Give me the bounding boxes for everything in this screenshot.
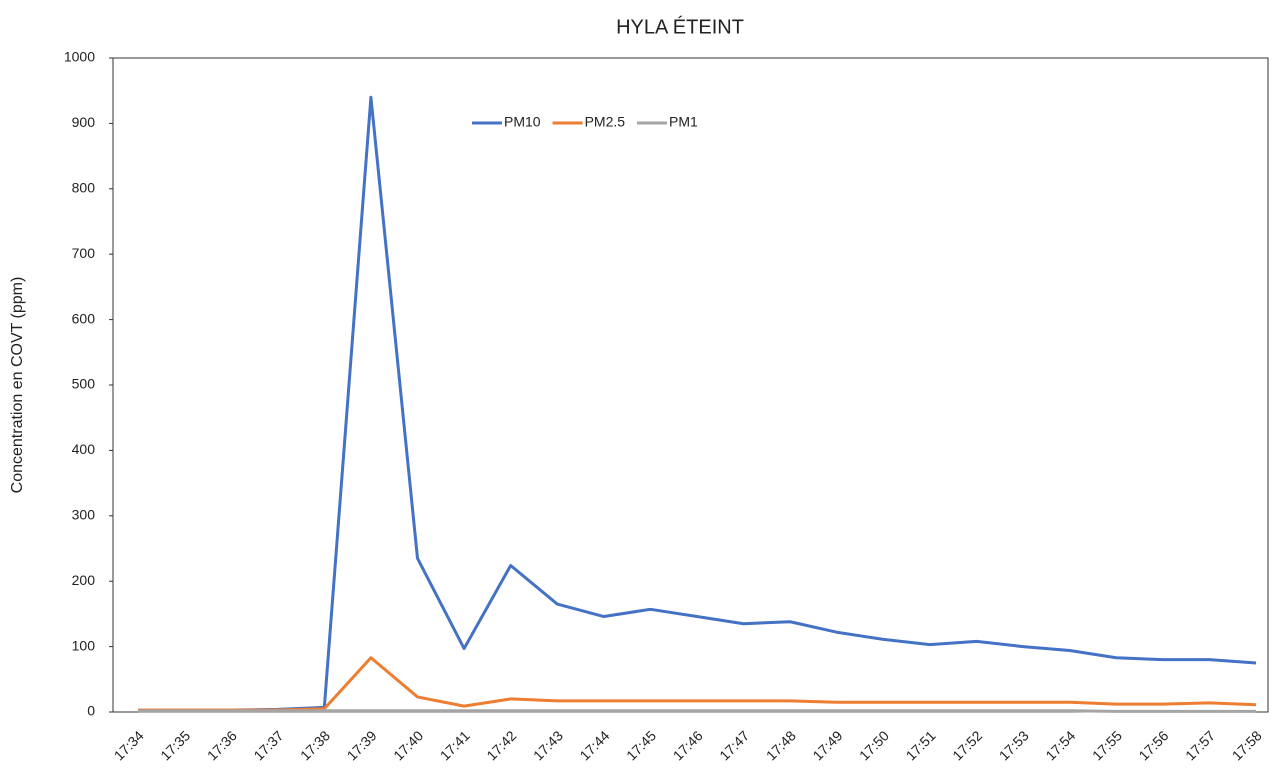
legend-label: PM10 [504, 114, 541, 130]
y-axis-label: Concentration en COVT (ppm) [9, 277, 26, 494]
y-tick-label: 0 [87, 703, 95, 719]
y-tick-label: 300 [72, 507, 96, 523]
y-tick-label: 400 [72, 441, 96, 457]
x-tick-label: 17:49 [809, 727, 845, 763]
series-line [138, 709, 1256, 713]
legend-label: PM1 [669, 114, 698, 130]
x-tick-label: 17:44 [576, 727, 612, 763]
x-tick-label: 17:54 [1042, 727, 1078, 763]
x-tick-label: 17:58 [1229, 727, 1265, 763]
y-tick-label: 700 [72, 245, 96, 261]
x-tick-label: 17:36 [204, 727, 240, 763]
x-tick-label: 17:47 [716, 727, 752, 763]
y-tick-label: 900 [72, 114, 96, 130]
plot-frame [112, 57, 1269, 713]
series-line [138, 656, 1257, 712]
x-tick-label: 17:57 [1182, 727, 1218, 763]
y-tick-label: 200 [72, 572, 96, 588]
x-tick-label: 17:45 [623, 727, 659, 763]
x-tick-label: 17:42 [483, 727, 519, 763]
legend-label: PM2.5 [585, 114, 626, 130]
x-tick-label: 17:38 [297, 727, 333, 763]
chart-title: HYLA ÉTEINT [616, 15, 744, 38]
x-tick-label: 17:34 [111, 727, 147, 763]
y-tick-label: 500 [72, 376, 96, 392]
x-tick-label: 17:35 [157, 727, 193, 763]
x-tick-label: 17:46 [670, 727, 706, 763]
x-tick-label: 17:43 [530, 727, 566, 763]
x-tick-label: 17:48 [763, 727, 799, 763]
x-tick-label: 17:55 [1089, 727, 1125, 763]
x-tick-label: 17:50 [856, 727, 892, 763]
x-tick-label: 17:37 [250, 727, 286, 763]
series-line [138, 95, 1257, 712]
y-tick-label: 800 [72, 180, 96, 196]
x-tick-label: 17:41 [437, 727, 473, 763]
x-tick-label: 17:52 [949, 727, 985, 763]
x-tick-label: 17:39 [344, 727, 380, 763]
x-tick-label: 17:40 [390, 727, 426, 763]
y-tick-label: 1000 [64, 49, 95, 65]
y-tick-label: 100 [72, 637, 96, 653]
x-tick-label: 17:56 [1135, 727, 1171, 763]
y-tick-label: 600 [72, 310, 96, 326]
x-tick-label: 17:51 [903, 727, 939, 763]
x-tick-label: 17:53 [996, 727, 1032, 763]
